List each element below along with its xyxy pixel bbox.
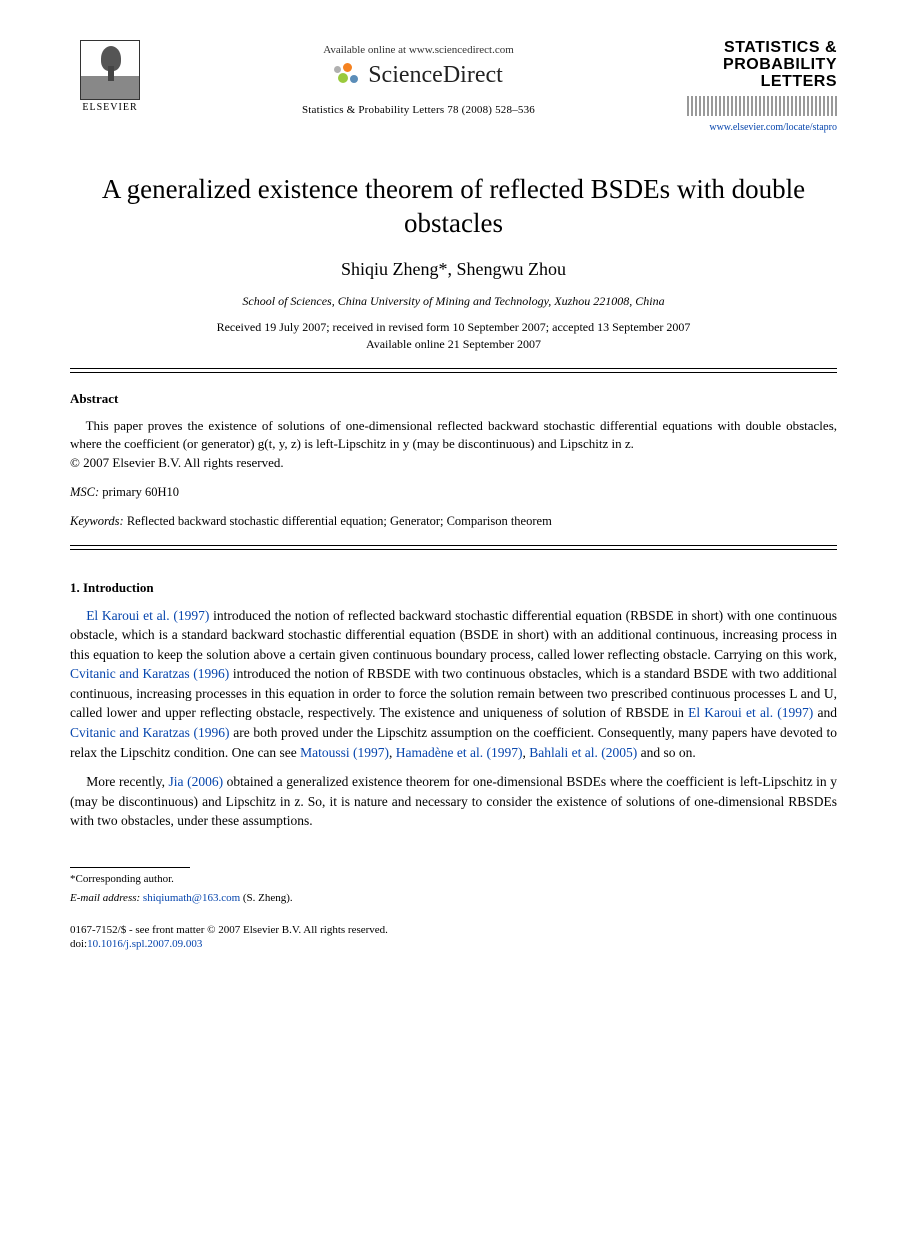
doi-label: doi:: [70, 938, 87, 950]
divider-rule: [70, 372, 837, 373]
available-online-text: Available online at www.sciencedirect.co…: [150, 44, 687, 56]
section1-para2: More recently, Jia (2006) obtained a gen…: [70, 772, 837, 831]
elsevier-tree-icon: [80, 40, 140, 100]
journal-name-line3: LETTERS: [687, 74, 837, 91]
email-author-suffix: (S. Zheng).: [243, 892, 293, 904]
authors: Shiqiu Zheng*, Shengwu Zhou: [70, 259, 837, 280]
citation-link[interactable]: Hamadène et al. (1997): [396, 745, 523, 760]
sciencedirect-wordmark: ScienceDirect: [368, 62, 503, 89]
divider-rule: [70, 545, 837, 546]
doi-link[interactable]: 10.1016/j.spl.2007.09.003: [87, 938, 202, 950]
center-masthead: Available online at www.sciencedirect.co…: [150, 40, 687, 116]
corresponding-author-note: *Corresponding author.: [70, 872, 837, 887]
msc-value: primary 60H10: [102, 485, 179, 499]
author-email-link[interactable]: shiqiumath@163.com: [143, 892, 240, 904]
abstract-heading: Abstract: [70, 391, 837, 407]
journal-name: STATISTICS & PROBABILITY LETTERS: [687, 40, 837, 90]
affiliation: School of Sciences, China University of …: [70, 294, 837, 309]
journal-name-line2: PROBABILITY: [687, 57, 837, 74]
msc-label: MSC:: [70, 485, 99, 499]
article-title: A generalized existence theorem of refle…: [70, 173, 837, 241]
history-line2: Available online 21 September 2007: [70, 336, 837, 353]
email-footnote: E-mail address: shiqiumath@163.com (S. Z…: [70, 891, 837, 906]
divider-rule: [70, 549, 837, 550]
section1-para1: El Karoui et al. (1997) introduced the n…: [70, 606, 837, 763]
header-row: ELSEVIER Available online at www.science…: [70, 40, 837, 133]
footnote-rule: [70, 867, 190, 868]
elsevier-label: ELSEVIER: [82, 102, 137, 113]
keywords-line: Keywords: Reflected backward stochastic …: [70, 514, 837, 529]
abstract-text: This paper proves the existence of solut…: [70, 417, 837, 452]
citation-link[interactable]: El Karoui et al. (1997): [688, 705, 813, 720]
journal-name-line1: STATISTICS &: [687, 40, 837, 57]
sciencedirect-logo: ScienceDirect: [334, 62, 503, 89]
abstract-copyright: © 2007 Elsevier B.V. All rights reserved…: [70, 455, 837, 471]
section1-heading: 1. Introduction: [70, 580, 837, 596]
citation-link[interactable]: El Karoui et al. (1997): [86, 608, 209, 623]
citation-link[interactable]: Jia (2006): [169, 774, 224, 789]
divider-rule: [70, 368, 837, 369]
journal-cover-strip-icon: [687, 96, 837, 116]
journal-homepage-link[interactable]: www.elsevier.com/locate/stapro: [687, 122, 837, 133]
email-label: E-mail address:: [70, 892, 140, 904]
front-matter-line: 0167-7152/$ - see front matter © 2007 El…: [70, 923, 837, 938]
journal-reference: Statistics & Probability Letters 78 (200…: [150, 104, 687, 116]
keywords-label: Keywords:: [70, 514, 124, 528]
keywords-value: Reflected backward stochastic differenti…: [127, 514, 552, 528]
citation-link[interactable]: Bahlali et al. (2005): [529, 745, 637, 760]
elsevier-logo: ELSEVIER: [70, 40, 150, 113]
journal-cover-box: STATISTICS & PROBABILITY LETTERS www.els…: [687, 40, 837, 133]
msc-line: MSC: primary 60H10: [70, 485, 837, 500]
citation-link[interactable]: Cvitanic and Karatzas (1996): [70, 666, 229, 681]
citation-link[interactable]: Cvitanic and Karatzas (1996): [70, 725, 230, 740]
citation-link[interactable]: Matoussi (1997): [300, 745, 389, 760]
article-history: Received 19 July 2007; received in revis…: [70, 319, 837, 353]
article-footer: 0167-7152/$ - see front matter © 2007 El…: [70, 923, 837, 953]
history-line1: Received 19 July 2007; received in revis…: [70, 319, 837, 336]
sciencedirect-dots-icon: [334, 63, 360, 89]
